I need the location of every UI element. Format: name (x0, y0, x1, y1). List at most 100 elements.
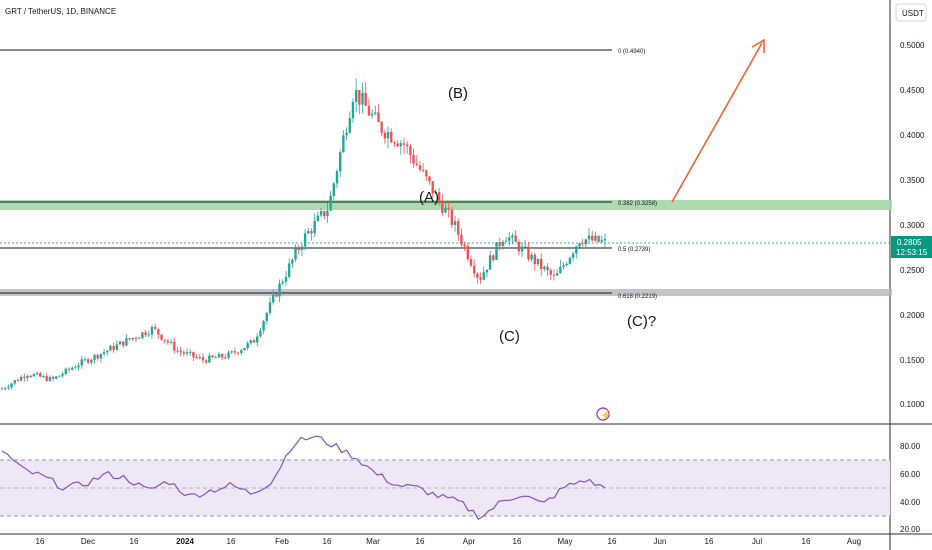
fib-label-382: 0.382 (0.3258) (618, 201, 657, 207)
price-tick-label: 0.3500 (900, 176, 925, 185)
candle-body (32, 374, 36, 377)
candle-body (441, 200, 444, 213)
candle-body (128, 338, 131, 340)
candle-body (70, 367, 74, 370)
candle-body (377, 112, 380, 123)
candle-body (16, 380, 20, 382)
candle-body (42, 375, 45, 377)
candle-body (297, 248, 300, 250)
candle-body (157, 328, 160, 335)
candle-body (342, 135, 345, 152)
price-tick-label: 0.4500 (900, 86, 925, 95)
price-tick-label: 0.4000 (900, 131, 925, 140)
wave-label-c: (C) (499, 328, 520, 345)
price-tick-label: 0.1500 (900, 356, 925, 365)
candle-body (584, 239, 588, 245)
wave-label-b: (B) (448, 85, 468, 102)
candle-body (275, 294, 278, 297)
candle-body (303, 233, 307, 247)
candle-body (374, 112, 377, 114)
candle-body (39, 373, 42, 377)
candle-body (508, 237, 511, 241)
candle-body (106, 350, 109, 353)
candle-body (189, 352, 192, 354)
candle-body (463, 244, 466, 247)
candle-body (370, 113, 374, 116)
candle-body (345, 132, 348, 136)
candle-body (51, 376, 55, 379)
rsi-line (1, 435, 606, 521)
candle-body (246, 343, 249, 348)
candle-body (271, 294, 275, 303)
candle-body (524, 246, 527, 248)
candle-body (77, 365, 80, 368)
rsi-tick-label: 20.00 (900, 525, 921, 534)
candle-body (259, 330, 262, 337)
fib-label-0: 0 (0.4940) (618, 49, 645, 55)
candle-body (492, 255, 495, 260)
lightning-icon: ⚡ (600, 409, 611, 421)
candle-body (501, 241, 505, 247)
event-marker-icon[interactable] (596, 407, 610, 421)
candle-body (204, 360, 208, 363)
candle-body (603, 238, 607, 241)
candle-body (364, 92, 367, 106)
time-axis: 16 Dec 16 2024 16 Feb 16 Mar 16 Apr 16 May 16 Jun 16 Ju… (36, 537, 862, 546)
time-tick-label: 16 (227, 537, 236, 546)
time-tick-label: Apr (463, 537, 476, 546)
candle-body (256, 336, 259, 343)
fib-label-5: 0.5 (0.2739) (618, 247, 650, 253)
candle-body (268, 302, 272, 313)
candle-body (220, 353, 224, 358)
candle-body (425, 170, 428, 177)
candle-body (150, 326, 154, 335)
candle-body (431, 181, 434, 194)
candle-body (90, 359, 93, 363)
candle-body (48, 376, 52, 381)
candle-body (434, 192, 438, 194)
candle-body (249, 340, 253, 344)
time-tick-label: May (557, 537, 572, 546)
time-tick-label: 16 (705, 537, 714, 546)
countdown-value: 12:53:15 (896, 248, 928, 257)
candle-body (348, 118, 351, 133)
currency-button[interactable] (895, 3, 927, 22)
candle-body (217, 353, 221, 358)
candle-body (115, 344, 119, 350)
candle-body (55, 376, 58, 379)
candle-body (405, 144, 409, 147)
candle-body (485, 269, 489, 273)
candle-body (147, 334, 150, 336)
candle-body (163, 339, 166, 341)
candle-body (240, 350, 243, 354)
candle-body (182, 352, 186, 354)
time-tick-label: 16 (513, 537, 522, 546)
time-tick-label: Feb (275, 537, 289, 546)
candle-body (236, 352, 240, 354)
candle-body (169, 341, 173, 343)
time-tick-label: Dec (81, 537, 95, 546)
candle-body (278, 283, 281, 297)
candlestick-series (0, 78, 607, 391)
candle-body (386, 131, 390, 139)
candle-body (412, 154, 415, 164)
candle-body (230, 351, 233, 353)
symbol-title: GRT / TetherUS, 1D, BINANCE (5, 7, 116, 16)
time-tick-label: 16 (36, 537, 45, 546)
candle-body (233, 351, 237, 353)
candle-body (265, 312, 269, 322)
candle-body (597, 235, 600, 242)
candle-body (476, 273, 479, 278)
candle-body (358, 90, 361, 105)
candle-body (338, 151, 342, 172)
candle-body (437, 192, 441, 201)
candle-body (559, 266, 562, 274)
candle-body (466, 246, 470, 260)
candle-body (571, 253, 575, 258)
rsi-tick-label: 40.00 (900, 498, 921, 507)
candle-body (198, 357, 202, 359)
candle-body (517, 241, 521, 252)
candle-body (587, 235, 591, 240)
